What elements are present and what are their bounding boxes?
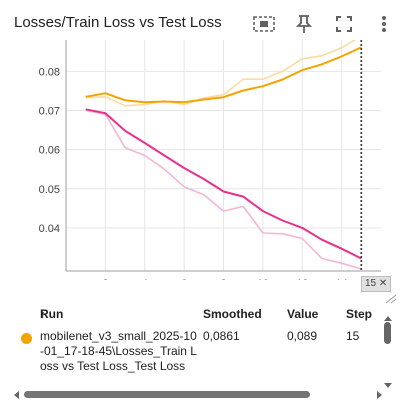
scroll-right-icon[interactable] (377, 391, 382, 399)
y-tick-label: 0.08 (39, 66, 60, 78)
more-options-button[interactable] (369, 10, 399, 38)
more-vert-icon (381, 15, 387, 33)
x-tick-label: 6 (181, 278, 187, 280)
x-tick-label: 14 (336, 278, 348, 280)
hover-step-value: 15 (365, 278, 377, 289)
sort-arrow-icon: ↑ (40, 307, 46, 321)
x-tick-label: 10 (257, 278, 269, 280)
chart-plot[interactable]: 0.04 0.05 0.06 0.07 0.08 2 4 6 8 10 12 14 (0, 40, 409, 280)
pin-button[interactable] (289, 10, 319, 38)
horizontal-scrollbar[interactable] (14, 390, 382, 400)
fullscreen-button[interactable] (329, 10, 359, 38)
series-1-raw-line (85, 109, 362, 270)
close-icon[interactable]: ✕ (378, 278, 388, 289)
data-table-header: Run ↑ Smoothed Value Step (40, 307, 373, 321)
fit-domain-icon (253, 15, 275, 33)
table-row: mobilenet_v3_small_2025-10-01_17-18-45\L… (0, 329, 380, 389)
series-0-raw-line (85, 40, 357, 107)
scroll-down-icon[interactable] (384, 383, 392, 388)
fit-domain-button[interactable] (249, 10, 279, 38)
card-toolbar (249, 10, 399, 38)
series-1-smoothed-line (85, 108, 362, 260)
y-tick-label: 0.06 (39, 145, 60, 157)
vertical-scroll-thumb[interactable] (384, 322, 391, 344)
hover-step-badge: 15 ✕ (361, 276, 392, 292)
vertical-scrollbar[interactable] (383, 316, 393, 388)
fullscreen-icon (335, 15, 353, 33)
step-value: 15 (346, 329, 360, 343)
run-name: mobilenet_v3_small_2025-10-01_17-18-45\L… (40, 329, 197, 373)
smoothed-value: 0,0861 (203, 329, 240, 343)
pin-icon (296, 14, 312, 34)
card-title: Losses/Train Loss vs Test Loss (14, 14, 222, 31)
step-column-header[interactable]: Step (346, 307, 373, 321)
value-column-header[interactable]: Value (287, 307, 319, 321)
horizontal-scroll-thumb[interactable] (24, 391, 310, 398)
y-tick-label: 0.07 (39, 105, 60, 117)
scroll-left-icon[interactable] (14, 391, 19, 399)
smoothed-column-header[interactable]: Smoothed (203, 307, 262, 321)
resize-handle-icon[interactable] (385, 291, 397, 304)
x-tick-label: 4 (142, 278, 148, 280)
x-tick-label: 8 (220, 278, 226, 280)
x-tick-label: 2 (102, 278, 108, 280)
series-0-smoothed-line (85, 46, 362, 104)
x-tick-label: 12 (296, 278, 308, 280)
y-tick-label: 0.04 (39, 223, 60, 235)
y-tick-label: 0.05 (39, 184, 60, 196)
raw-value: 0,089 (287, 329, 318, 343)
run-color-dot (21, 333, 32, 344)
scroll-up-icon[interactable] (384, 316, 392, 321)
